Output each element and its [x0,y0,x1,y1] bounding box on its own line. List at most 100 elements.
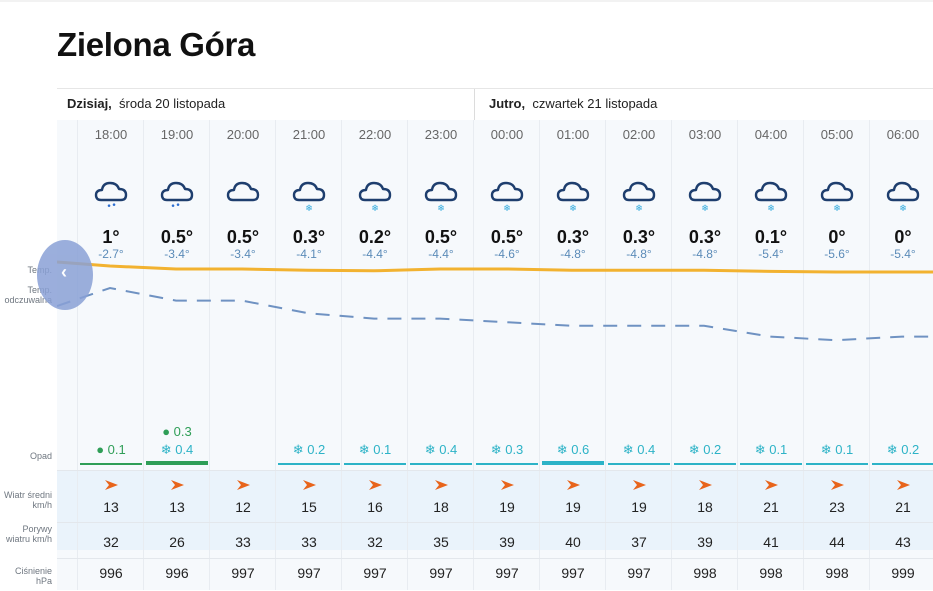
feels-like-value: -2.7° [98,247,124,261]
day-header-bar: Dzisiaj, środa 20 listopada Jutro, czwar… [57,88,933,121]
precip-bar [476,463,538,465]
hour-label: 06:00 [886,127,920,142]
pressure-value: 998 [825,565,849,581]
feels-like-line [57,286,933,342]
wind-direction-arrow-icon [171,480,184,490]
pressure-value: 997 [297,565,321,581]
wind-speed-value: 21 [895,499,911,515]
hour-column[interactable]: 21:00 ❄ 0.3° -4.1° ❄ 0.2 15 33 997 [275,120,342,590]
precip-bar [806,463,868,465]
temperature-value: 0.3° [556,227,590,247]
svg-text:❄: ❄ [503,204,511,214]
day-label-tomorrow-date: czwartek 21 listopada [532,96,658,111]
temperature-value: 0.2° [358,227,392,247]
wind-speed-value: 19 [631,499,647,515]
temperature-value: 0.5° [424,227,458,247]
wind-speed-value: 12 [235,499,251,515]
hourly-forecast-grid[interactable]: 18:00 • • 1° -2.7° ● 0.1 13 32 996 19:00 • • 0.5° -3.… [57,120,933,590]
feels-like-value: -5.4° [890,247,916,261]
svg-text:❄: ❄ [833,204,841,214]
snow-amount: ❄ 0.1 [820,442,854,457]
snow-amount: ❄ 0.6 [556,442,590,457]
hour-column[interactable]: 04:00 ❄ 0.1° -5.4° ❄ 0.1 21 41 998 [737,120,804,590]
precip-bar [344,463,406,465]
wind-gust-value: 43 [895,534,911,550]
pressure-value: 997 [429,565,453,581]
temperature-value: 0.5° [226,227,260,247]
wind-speed-value: 13 [103,499,119,515]
temperature-value: 0.3° [622,227,656,247]
hour-column[interactable]: 18:00 • • 1° -2.7° ● 0.1 13 32 996 [77,120,144,590]
precip-bar [80,463,142,465]
svg-text:❄: ❄ [437,204,445,214]
temperature-line [57,260,933,274]
cloud-snow-icon: ❄ [687,178,723,218]
precip-bar [674,463,736,465]
hour-column[interactable]: 00:00 ❄ 0.5° -4.6° ❄ 0.3 19 39 997 [473,120,540,590]
scroll-left-button[interactable]: ‹ [37,240,93,310]
cloud-snow-icon: ❄ [885,178,921,218]
hour-label: 18:00 [94,127,128,142]
row-label-pressure: Ciśnienie hPa [14,566,52,586]
wind-gust-value: 40 [565,534,581,550]
wind-gust-value: 35 [433,534,449,550]
precip-bar [146,461,208,465]
hour-column[interactable]: 19:00 • • 0.5° -3.4° ● 0.3 ❄ 0.4 13 26 996 [143,120,210,590]
row-label-wind: Wiatr średni km/h [3,490,52,510]
hour-label: 21:00 [292,127,326,142]
snow-amount: ❄ 0.2 [292,442,326,457]
pressure-value: 997 [561,565,585,581]
temperature-chart [57,260,933,342]
snow-amount: ❄ 0.4 [424,442,458,457]
page-title: Zielona Góra [57,26,256,63]
svg-text:❄: ❄ [305,204,313,214]
feels-like-value: -4.1° [296,247,322,261]
precip-bar [872,463,933,465]
hour-column[interactable]: 20:00 0.5° -3.4° 12 33 997 [209,120,276,590]
precip-bar [608,463,670,465]
wind-gust-value: 37 [631,534,647,550]
wind-direction-arrow-icon [831,480,844,490]
wind-direction-arrow-icon [105,480,118,490]
hour-column[interactable]: 06:00 ❄ 0° -5.4° ❄ 0.2 21 43 999 [869,120,933,590]
hour-column[interactable]: 23:00 ❄ 0.5° -4.4° ❄ 0.4 18 35 997 [407,120,474,590]
precip-bar [542,461,604,465]
cloud-snow-icon: ❄ [357,178,393,218]
hour-label: 01:00 [556,127,590,142]
temperature-value: 0.3° [292,227,326,247]
hour-label: 00:00 [490,127,524,142]
wind-speed-value: 15 [301,499,317,515]
svg-text:❄: ❄ [635,204,643,214]
svg-text:❄: ❄ [569,204,577,214]
hour-column[interactable]: 01:00 ❄ 0.3° -4.8° ❄ 0.6 19 40 997 [539,120,606,590]
hour-column[interactable]: 05:00 ❄ 0° -5.6° ❄ 0.1 23 44 998 [803,120,870,590]
hour-label: 03:00 [688,127,722,142]
precip-bar [740,463,802,465]
pressure-value: 996 [165,565,189,581]
snow-amount: ❄ 0.2 [688,442,722,457]
wind-direction-arrow-icon [633,480,646,490]
wind-speed-value: 13 [169,499,185,515]
hour-column[interactable]: 22:00 ❄ 0.2° -4.4° ❄ 0.1 16 32 997 [341,120,408,590]
cloud-snow-icon: ❄ [753,178,789,218]
wind-direction-arrow-icon [369,480,382,490]
hour-column[interactable]: 02:00 ❄ 0.3° -4.8° ❄ 0.4 19 37 997 [605,120,672,590]
hour-column[interactable]: 03:00 ❄ 0.3° -4.8° ❄ 0.2 18 39 998 [671,120,738,590]
temperature-value: 0° [828,227,846,247]
rain-amount: ● 0.1 [96,442,126,457]
wind-speed-value: 19 [499,499,515,515]
hour-label: 05:00 [820,127,854,142]
hour-label: 22:00 [358,127,392,142]
hour-label: 04:00 [754,127,788,142]
cloud-snow-icon: ❄ [819,178,855,218]
temperature-value: 0.5° [490,227,524,247]
wind-direction-arrow-icon [435,480,448,490]
pressure-value: 997 [627,565,651,581]
cloud-snow-icon: ❄ [555,178,591,218]
pressure-value: 997 [363,565,387,581]
wind-gust-value: 32 [103,534,119,550]
hour-label: 23:00 [424,127,458,142]
svg-text:❄: ❄ [701,204,709,214]
snow-amount: ❄ 0.2 [886,442,920,457]
snow-amount: ❄ 0.1 [358,442,392,457]
